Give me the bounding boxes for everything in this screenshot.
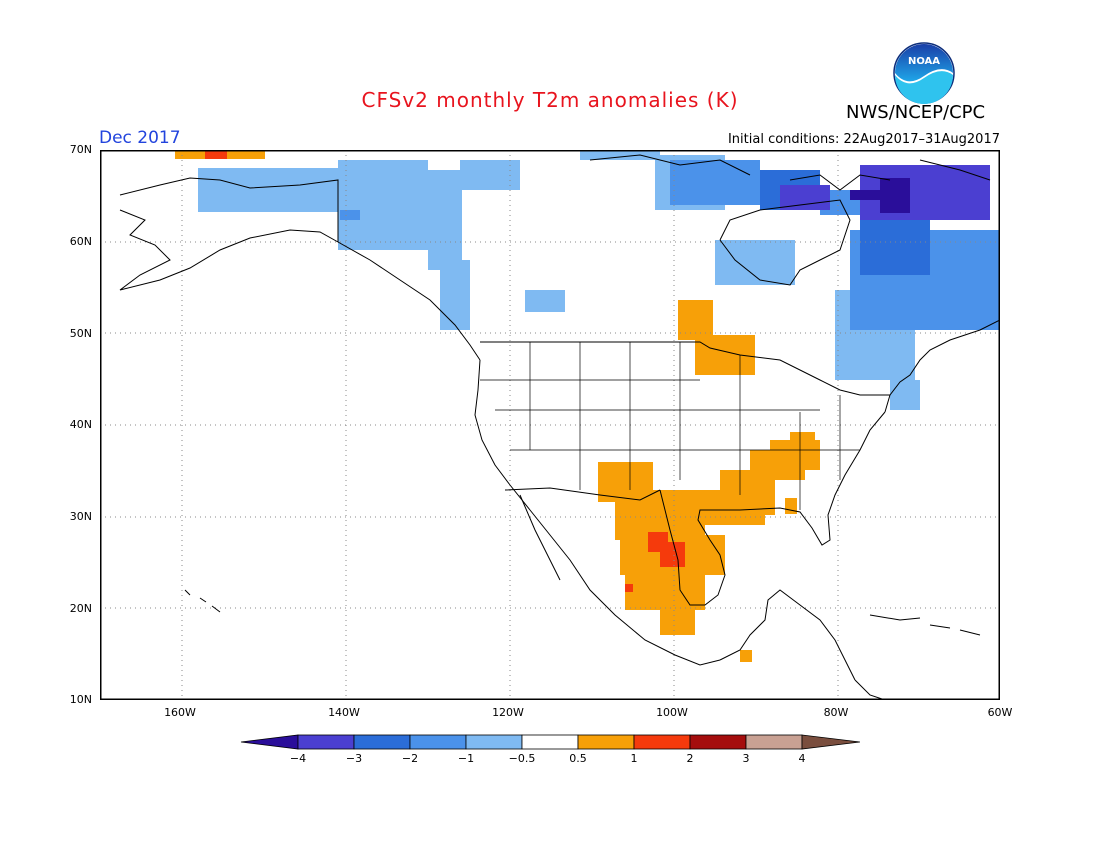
colorbar bbox=[240, 734, 860, 750]
anomaly-map bbox=[100, 150, 1000, 700]
coastlines bbox=[119, 154, 1000, 700]
colorbar-cell-7 bbox=[633, 734, 691, 750]
colorbar-label-05: 0.5 bbox=[569, 752, 587, 765]
colorbar-cell-0 bbox=[240, 734, 299, 750]
colorbar-cell-2 bbox=[353, 734, 411, 750]
agency-label: NWS/NCEP/CPC bbox=[846, 102, 986, 123]
forecast-period: Dec 2017 bbox=[99, 128, 181, 148]
colorbar-label-minus3: −3 bbox=[345, 752, 363, 765]
state-borders bbox=[480, 342, 860, 510]
colorbar-cell-1 bbox=[297, 734, 355, 750]
lon-tick-160w: 160W bbox=[164, 706, 196, 719]
colorbar-label-1: 1 bbox=[630, 752, 638, 765]
lat-tick-70n: 70N bbox=[69, 143, 92, 156]
graticule bbox=[100, 150, 1000, 700]
colorbar-cell-6 bbox=[577, 734, 635, 750]
logo-text: NOAA bbox=[908, 56, 940, 67]
colorbar-cell-9 bbox=[745, 734, 803, 750]
colorbar-label-minus05: −0.5 bbox=[508, 752, 536, 765]
colorbar-label-2: 2 bbox=[686, 752, 694, 765]
lon-tick-80w: 80W bbox=[823, 706, 849, 719]
colorbar-cell-4 bbox=[465, 734, 523, 750]
lat-tick-60n: 60N bbox=[69, 235, 92, 248]
lon-tick-120w: 120W bbox=[492, 706, 524, 719]
lon-tick-60w: 60W bbox=[987, 706, 1013, 719]
colorbar-label-minus4: −4 bbox=[289, 752, 307, 765]
lat-tick-20n: 20N bbox=[69, 602, 92, 615]
colorbar-label-3: 3 bbox=[742, 752, 750, 765]
initial-conditions: Initial conditions: 22Aug2017–31Aug2017 bbox=[727, 132, 1000, 147]
colorbar-cell-8 bbox=[689, 734, 747, 750]
lat-tick-30n: 30N bbox=[69, 510, 92, 523]
lat-tick-50n: 50N bbox=[69, 327, 92, 340]
colorbar-cell-5 bbox=[521, 734, 579, 750]
map-frame bbox=[100, 150, 1000, 700]
colorbar-label-minus2: −2 bbox=[401, 752, 419, 765]
lat-tick-10n: 10N bbox=[69, 693, 92, 706]
lon-tick-100w: 100W bbox=[656, 706, 688, 719]
colorbar-label-minus1: −1 bbox=[457, 752, 475, 765]
colorbar-cell-3 bbox=[409, 734, 467, 750]
anomaly-fill bbox=[175, 150, 1000, 662]
noaa-logo: NOAA bbox=[893, 42, 955, 104]
lat-tick-40n: 40N bbox=[69, 418, 92, 431]
lon-tick-140w: 140W bbox=[328, 706, 360, 719]
chart-title: CFSv2 monthly T2m anomalies (K) bbox=[361, 88, 739, 112]
colorbar-label-4: 4 bbox=[798, 752, 806, 765]
colorbar-cell-10 bbox=[801, 734, 860, 750]
